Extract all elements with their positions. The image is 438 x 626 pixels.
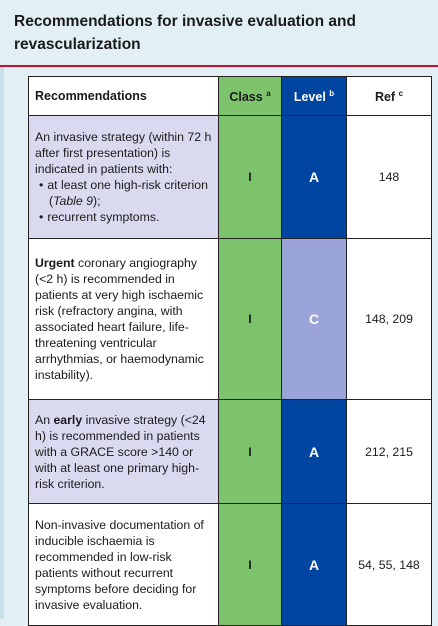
col-header: Recommendations bbox=[28, 76, 219, 116]
row: Non-invasive documentation of inducible … bbox=[28, 503, 432, 626]
ref-text: Table 9 bbox=[53, 194, 93, 208]
level-cell: A bbox=[281, 503, 347, 626]
rec-text: Non-invasive documentation of inducible … bbox=[35, 517, 204, 612]
header-row: Recommendations Class a Level b Ref c bbox=[28, 76, 432, 116]
text: recurrent symptoms. bbox=[47, 210, 160, 224]
ref-cell: 54, 55, 148 bbox=[346, 503, 432, 626]
level-cell: A bbox=[281, 115, 347, 239]
class-cell: I bbox=[218, 115, 282, 239]
bold-text: early bbox=[53, 412, 83, 427]
rec-text: invasive strategy (<24 h) is recommended… bbox=[35, 412, 206, 491]
rec-cell: An early invasive strategy (<24 h) is re… bbox=[28, 399, 219, 504]
footnote-mark: b bbox=[329, 89, 335, 99]
class-cell: I bbox=[218, 399, 282, 504]
col-label: Level bbox=[293, 90, 326, 105]
rec-text: An bbox=[35, 412, 54, 427]
rule bbox=[0, 65, 438, 67]
col-header: Ref c bbox=[346, 76, 432, 116]
bullet: at least one high-risk criterion (Table … bbox=[47, 177, 213, 209]
rec-text: coronary angiography (<2 h) is recommend… bbox=[35, 256, 204, 382]
col-label: Ref bbox=[374, 90, 396, 105]
rec-cell: Non-invasive documentation of inducible … bbox=[28, 503, 219, 626]
col-label: Recommendations bbox=[35, 89, 147, 103]
text: ); bbox=[93, 194, 101, 208]
rec-cell: An invasive strategy (within 72 h after … bbox=[28, 115, 219, 239]
ref-cell: 148, 209 bbox=[346, 238, 432, 400]
title: Recommendations for invasive evaluation … bbox=[14, 13, 356, 53]
class-cell: I bbox=[218, 503, 282, 626]
ref-cell: 212, 215 bbox=[346, 399, 432, 504]
footnote-mark: a bbox=[266, 89, 271, 99]
row: An invasive strategy (within 72 h after … bbox=[28, 115, 432, 239]
level-cell: A bbox=[281, 399, 347, 504]
bold-text: Urgent bbox=[35, 256, 75, 270]
class-cell: I bbox=[218, 238, 282, 400]
row: An early invasive strategy (<24 h) is re… bbox=[28, 399, 432, 504]
rec-text: An invasive strategy (within 72 h after … bbox=[35, 130, 212, 176]
row: Urgent coronary angiography (<2 h) is re… bbox=[28, 238, 432, 400]
rec-cell: Urgent coronary angiography (<2 h) is re… bbox=[28, 238, 219, 400]
recommendation-table: Recommendations Class a Level b Ref c An… bbox=[28, 76, 432, 626]
footnote-mark: c bbox=[398, 89, 404, 99]
ref-cell: 148 bbox=[346, 115, 432, 239]
text: at least one high-risk criterion ( bbox=[47, 178, 208, 208]
col-header: Level b bbox=[281, 76, 347, 116]
left-bar bbox=[0, 67, 4, 619]
header: Recommendations for invasive evaluation … bbox=[0, 0, 438, 64]
col-header: Class a bbox=[218, 76, 282, 116]
bullet: recurrent symptoms. bbox=[47, 209, 213, 225]
bullets: at least one high-risk criterion (Table … bbox=[35, 177, 213, 225]
level-cell: C bbox=[281, 238, 347, 400]
col-label: Class bbox=[229, 90, 263, 105]
